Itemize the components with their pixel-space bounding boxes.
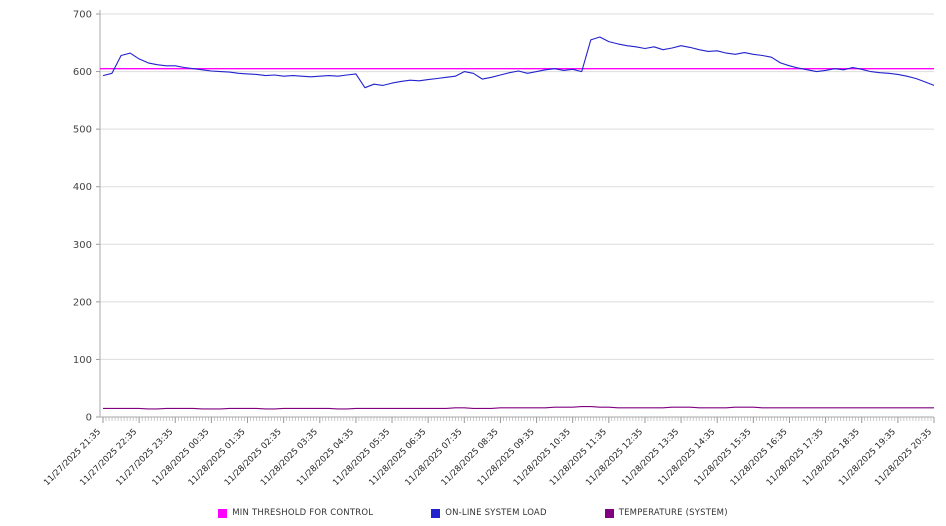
legend-label-system-load: ON-LINE SYSTEM LOAD	[445, 508, 547, 518]
legend-item-temperature[interactable]: TEMPERATURE (SYSTEM)	[604, 508, 728, 518]
svg-text:200: 200	[73, 297, 92, 308]
legend-swatch-system-load-icon	[431, 508, 441, 518]
svg-text:600: 600	[73, 67, 92, 78]
legend-item-min-threshold[interactable]: MIN THRESHOLD FOR CONTROL	[218, 508, 373, 518]
svg-text:300: 300	[73, 240, 92, 251]
svg-text:700: 700	[73, 10, 92, 21]
svg-text:500: 500	[73, 125, 92, 136]
legend-swatch-min-threshold-icon	[218, 508, 228, 518]
svg-text:400: 400	[73, 182, 92, 193]
legend-swatch-temperature-icon	[604, 508, 614, 518]
chart-legend: MIN THRESHOLD FOR CONTROL ON-LINE SYSTEM…	[0, 508, 946, 518]
legend-label-temperature: TEMPERATURE (SYSTEM)	[618, 508, 728, 518]
svg-text:100: 100	[73, 355, 92, 366]
legend-item-system-load[interactable]: ON-LINE SYSTEM LOAD	[431, 508, 547, 518]
svg-text:0: 0	[86, 413, 92, 424]
legend-label-min-threshold: MIN THRESHOLD FOR CONTROL	[232, 508, 374, 518]
